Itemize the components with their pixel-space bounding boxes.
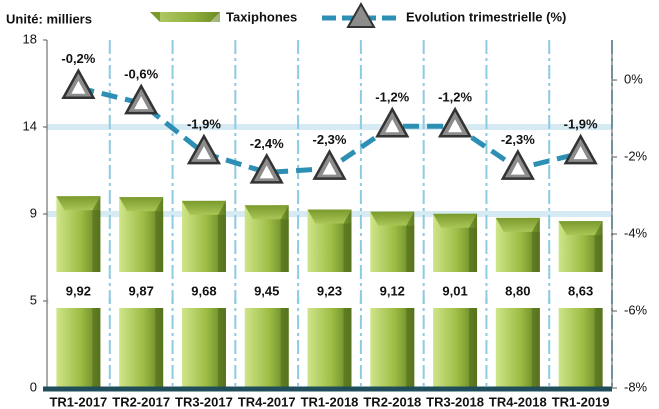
x-tick-label: TR3-2018 bbox=[426, 394, 484, 409]
bar-value-label: 9,45 bbox=[254, 283, 279, 298]
bar-cap bbox=[370, 211, 415, 226]
line-marker-inner bbox=[510, 161, 525, 175]
y2-tick-label: 0% bbox=[624, 71, 643, 86]
bar-value-label: 9,92 bbox=[66, 283, 91, 298]
line-value-label: -2,3% bbox=[501, 132, 535, 147]
bar-cap bbox=[558, 221, 603, 236]
line-value-label: -1,9% bbox=[564, 117, 598, 132]
bar-value-label: 9,23 bbox=[317, 283, 342, 298]
value-label-bg bbox=[111, 272, 172, 308]
line-marker-inner bbox=[259, 165, 274, 179]
line-value-label: -2,3% bbox=[313, 132, 347, 147]
x-tick-label: TR1-2019 bbox=[552, 394, 610, 409]
y2-tick-label: -4% bbox=[624, 225, 648, 240]
bar-cap bbox=[307, 209, 352, 224]
x-tick-label: TR4-2017 bbox=[238, 394, 296, 409]
bar-cap bbox=[495, 217, 540, 232]
legend-label: Taxiphones bbox=[226, 9, 297, 24]
value-label-bg bbox=[299, 272, 360, 308]
bar-cap bbox=[119, 197, 164, 212]
y-tick-label: 9 bbox=[30, 205, 37, 220]
line-marker-inner bbox=[134, 96, 149, 110]
bar-cap bbox=[56, 196, 101, 211]
line-value-label: -1,2% bbox=[375, 90, 409, 105]
value-label-bg bbox=[425, 272, 486, 308]
value-label-bg bbox=[362, 272, 423, 308]
line-marker-inner bbox=[573, 146, 588, 160]
bar-value-label: 8,80 bbox=[505, 283, 530, 298]
y2-tick-label: -8% bbox=[624, 379, 648, 394]
value-label-bg bbox=[487, 272, 548, 308]
line-marker-inner bbox=[448, 119, 463, 133]
x-tick-label: TR2-2017 bbox=[112, 394, 170, 409]
value-label-bg bbox=[48, 272, 109, 308]
x-tick-label: TR3-2017 bbox=[175, 394, 233, 409]
legend-marker bbox=[346, 1, 376, 28]
bar-cap bbox=[181, 200, 226, 215]
bar-side bbox=[531, 231, 540, 388]
value-label-bg bbox=[550, 272, 611, 308]
bar-side bbox=[594, 235, 603, 388]
line-value-label: -1,9% bbox=[187, 117, 221, 132]
line-value-label: -1,2% bbox=[438, 90, 472, 105]
line-value-label: -2,4% bbox=[250, 136, 284, 151]
line-marker-inner bbox=[322, 161, 337, 175]
bar-value-label: 9,68 bbox=[191, 283, 216, 298]
x-tick-label: TR1-2018 bbox=[301, 394, 359, 409]
value-label-bg bbox=[236, 272, 297, 308]
y2-tick-label: -2% bbox=[624, 148, 648, 163]
y-tick-label: 0 bbox=[30, 379, 37, 394]
y-tick-label: 5 bbox=[30, 292, 37, 307]
x-tick-label: TR2-2018 bbox=[363, 394, 421, 409]
line-value-label: -0,6% bbox=[124, 67, 158, 82]
y-tick-label: 18 bbox=[23, 31, 37, 46]
legend-bar-swatch-front bbox=[160, 12, 220, 22]
line-value-label: -0,2% bbox=[61, 51, 95, 66]
y2-tick-label: -6% bbox=[624, 302, 648, 317]
bar-value-label: 9,01 bbox=[442, 283, 467, 298]
y-tick-label: 14 bbox=[23, 118, 37, 133]
bar-cap bbox=[244, 205, 289, 220]
line-marker-inner bbox=[71, 80, 86, 94]
x-tick-label: TR4-2018 bbox=[489, 394, 547, 409]
line-marker-inner bbox=[196, 146, 211, 160]
legend: Taxiphones Evolution trimestrielle (%) bbox=[150, 1, 566, 28]
line-marker-inner bbox=[385, 119, 400, 133]
value-label-bg bbox=[173, 272, 234, 308]
bar-cap bbox=[433, 213, 478, 228]
y-label: Unité: milliers bbox=[6, 11, 92, 26]
bar-value-label: 8,63 bbox=[568, 283, 593, 298]
x-tick-label: TR1-2017 bbox=[49, 394, 107, 409]
bar-value-label: 9,87 bbox=[129, 283, 154, 298]
legend-label: Evolution trimestrielle (%) bbox=[406, 9, 566, 24]
bar-value-label: 9,12 bbox=[380, 283, 405, 298]
